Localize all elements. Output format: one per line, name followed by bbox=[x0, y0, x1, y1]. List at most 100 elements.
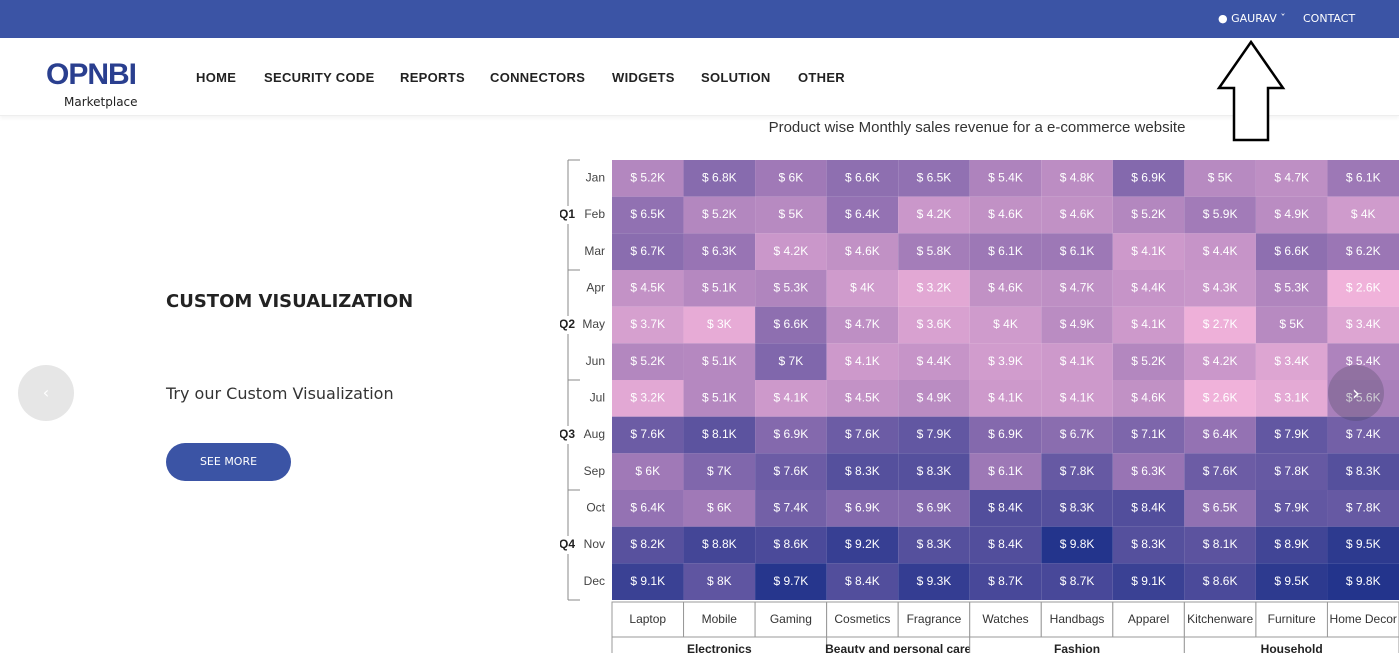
category-cell bbox=[611, 601, 685, 638]
nav-link[interactable]: SECURITY CODE bbox=[264, 70, 375, 85]
quarter-bg bbox=[560, 316, 576, 334]
heatmap-cell bbox=[683, 233, 756, 270]
cell-label: $ 8.2K bbox=[630, 537, 665, 551]
user-menu[interactable]: ● GAURAV ˇ bbox=[1218, 12, 1286, 25]
cell-label: $ 6.1K bbox=[988, 244, 1023, 258]
cell-label: $ 2.6K bbox=[1346, 281, 1381, 295]
heatmap-cell bbox=[612, 563, 684, 600]
cell-label: $ 9.7K bbox=[774, 574, 809, 588]
heatmap-cell bbox=[1327, 160, 1399, 197]
next-button[interactable]: › bbox=[1328, 365, 1384, 421]
cell-label: $ 9.1K bbox=[1131, 574, 1166, 588]
cell-label: $ 4.4K bbox=[1131, 281, 1166, 295]
heatmap-cell bbox=[1327, 380, 1399, 417]
nav-link[interactable]: WIDGETS bbox=[612, 70, 675, 85]
cell-label: $ 3K bbox=[707, 317, 732, 331]
heatmap-cell bbox=[755, 196, 827, 234]
heatmap-cell bbox=[1327, 563, 1399, 600]
cell-label: $ 8.4K bbox=[845, 574, 880, 588]
cell-label: $ 8.7K bbox=[988, 574, 1023, 588]
user-name[interactable]: GAURAV bbox=[1231, 12, 1277, 25]
contact-link[interactable]: CONTACT bbox=[1303, 12, 1356, 25]
heatmap-cell bbox=[1041, 196, 1113, 234]
heatmap-cell bbox=[1112, 306, 1185, 344]
cell-label: $ 9.8K bbox=[1346, 574, 1381, 588]
heatmap-cell bbox=[755, 160, 827, 197]
cell-label: $ 4.9K bbox=[917, 391, 952, 405]
quarter-label: Q1 bbox=[560, 207, 575, 221]
cell-label: $ 6.9K bbox=[988, 427, 1023, 441]
cell-label: $ 8.6K bbox=[774, 537, 809, 551]
heatmap-cell bbox=[898, 453, 970, 490]
heatmap-cell bbox=[755, 453, 827, 490]
heatmap-cell bbox=[1255, 343, 1328, 380]
cell-label: $ 6.7K bbox=[1060, 427, 1095, 441]
heatmap-cell bbox=[1184, 380, 1256, 417]
heatmap-cell bbox=[612, 526, 684, 564]
heatmap-cell bbox=[1184, 453, 1256, 490]
cell-label: $ 4.1K bbox=[1060, 354, 1095, 368]
heatmap-cell bbox=[612, 233, 684, 270]
cell-label: $ 5.3K bbox=[1274, 281, 1309, 295]
heatmap-cell bbox=[1041, 160, 1113, 197]
heatmap-cell bbox=[1327, 416, 1399, 454]
heatmap-cell bbox=[1112, 416, 1185, 454]
logo[interactable]: OPNBI bbox=[46, 58, 137, 91]
category-label: Fragrance bbox=[907, 612, 962, 626]
nav-bar: OPNBI Marketplace HOME SECURITY CODE REP… bbox=[0, 38, 1399, 116]
heatmap-cell bbox=[1184, 490, 1256, 527]
cell-label: $ 7.6K bbox=[845, 427, 880, 441]
nav-link[interactable]: CONNECTORS bbox=[490, 70, 586, 85]
cell-label: $ 4.5K bbox=[845, 391, 880, 405]
cell-label: $ 4.6K bbox=[988, 207, 1023, 221]
cell-label: $ 4.8K bbox=[1060, 171, 1095, 185]
heatmap-cell bbox=[969, 270, 1042, 307]
cell-label: $ 6.4K bbox=[1203, 427, 1238, 441]
cell-label: $ 5.1K bbox=[702, 281, 737, 295]
cell-label: $ 4.1K bbox=[1060, 391, 1095, 405]
cell-label: $ 4K bbox=[993, 317, 1018, 331]
heatmap-cell bbox=[755, 233, 827, 270]
nav-link[interactable]: HOME bbox=[196, 70, 237, 85]
cell-label: $ 9.8K bbox=[1060, 537, 1095, 551]
heatmap-cell bbox=[1041, 526, 1113, 564]
nav-link[interactable]: SOLUTION bbox=[701, 70, 771, 85]
cell-label: $ 8.3K bbox=[1060, 501, 1095, 515]
cell-label: $ 6.1K bbox=[988, 464, 1023, 478]
cell-label: $ 8.7K bbox=[1060, 574, 1095, 588]
cell-label: $ 4.6K bbox=[845, 244, 880, 258]
heatmap-cell bbox=[1255, 233, 1328, 270]
cell-label: $ 4.2K bbox=[1203, 354, 1238, 368]
nav-link[interactable]: OTHER bbox=[798, 70, 845, 85]
prev-button[interactable]: ‹ bbox=[18, 365, 74, 421]
cell-label: $ 6.4K bbox=[845, 207, 880, 221]
cell-label: $ 8.4K bbox=[988, 501, 1023, 515]
cell-label: $ 7.9K bbox=[917, 427, 952, 441]
see-more-button[interactable]: SEE MORE bbox=[166, 443, 291, 481]
heatmap-cell bbox=[898, 270, 970, 307]
category-cell bbox=[1183, 601, 1257, 638]
cell-label: $ 4.2K bbox=[774, 244, 809, 258]
cell-label: $ 5K bbox=[1208, 171, 1233, 185]
nav-link[interactable]: REPORTS bbox=[400, 70, 465, 85]
heatmap-cell bbox=[1255, 380, 1328, 417]
heatmap-cell bbox=[826, 306, 899, 344]
cell-label: $ 8.8K bbox=[702, 537, 737, 551]
heatmap-cell bbox=[1184, 526, 1256, 564]
heatmap-cell bbox=[826, 416, 899, 454]
cell-label: $ 4.2K bbox=[917, 207, 952, 221]
cell-label: $ 8.3K bbox=[917, 464, 952, 478]
cell-label: $ 3.2K bbox=[917, 281, 952, 295]
heatmap-cell bbox=[755, 526, 827, 564]
heatmap-cell bbox=[1112, 563, 1185, 600]
heatmap-cell bbox=[969, 233, 1042, 270]
heatmap-cell bbox=[683, 343, 756, 380]
arrow-annotation bbox=[1216, 40, 1286, 142]
cell-label: $ 2.6K bbox=[1203, 391, 1238, 405]
logo-sub: Marketplace bbox=[64, 95, 138, 109]
category-cell bbox=[897, 601, 971, 638]
heatmap-cell bbox=[826, 233, 899, 270]
cell-label: $ 4.7K bbox=[845, 317, 880, 331]
heatmap-cell bbox=[1255, 563, 1328, 600]
heatmap-cell bbox=[1327, 270, 1399, 307]
